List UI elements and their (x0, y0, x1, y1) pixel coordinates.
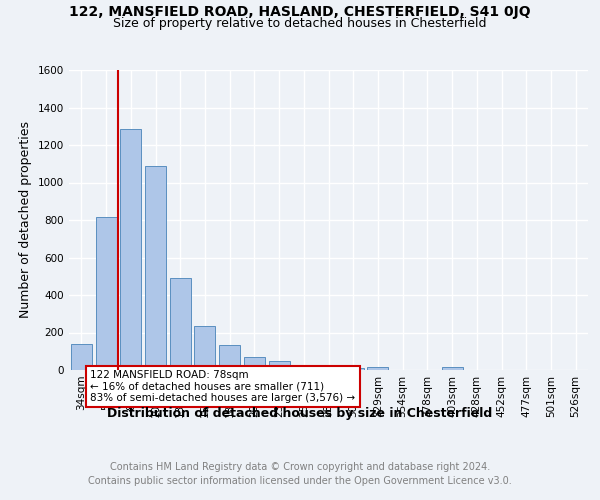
Bar (367, 366, 388, 370)
Bar (120, 129, 141, 370)
Bar (269, 361, 290, 370)
Y-axis label: Number of detached properties: Number of detached properties (19, 122, 32, 318)
Bar (194, 326, 215, 370)
Text: Distribution of detached houses by size in Chesterfield: Distribution of detached houses by size … (107, 408, 493, 420)
Bar (442, 367, 463, 370)
Text: Contains public sector information licensed under the Open Government Licence v3: Contains public sector information licen… (88, 476, 512, 486)
Text: 122, MANSFIELD ROAD, HASLAND, CHESTERFIELD, S41 0JQ: 122, MANSFIELD ROAD, HASLAND, CHESTERFIE… (69, 5, 531, 19)
Bar (293, 365, 314, 370)
Bar (219, 345, 240, 370)
Bar (318, 366, 339, 370)
Bar (170, 278, 191, 370)
Text: 122 MANSFIELD ROAD: 78sqm
← 16% of detached houses are smaller (711)
83% of semi: 122 MANSFIELD ROAD: 78sqm ← 16% of detac… (90, 370, 355, 403)
Text: Contains HM Land Registry data © Crown copyright and database right 2024.: Contains HM Land Registry data © Crown c… (110, 462, 490, 472)
Bar (343, 368, 364, 370)
Text: Size of property relative to detached houses in Chesterfield: Size of property relative to detached ho… (113, 16, 487, 30)
Bar (71, 344, 92, 370)
Bar (95, 217, 116, 370)
Bar (145, 166, 166, 370)
Bar (244, 356, 265, 370)
